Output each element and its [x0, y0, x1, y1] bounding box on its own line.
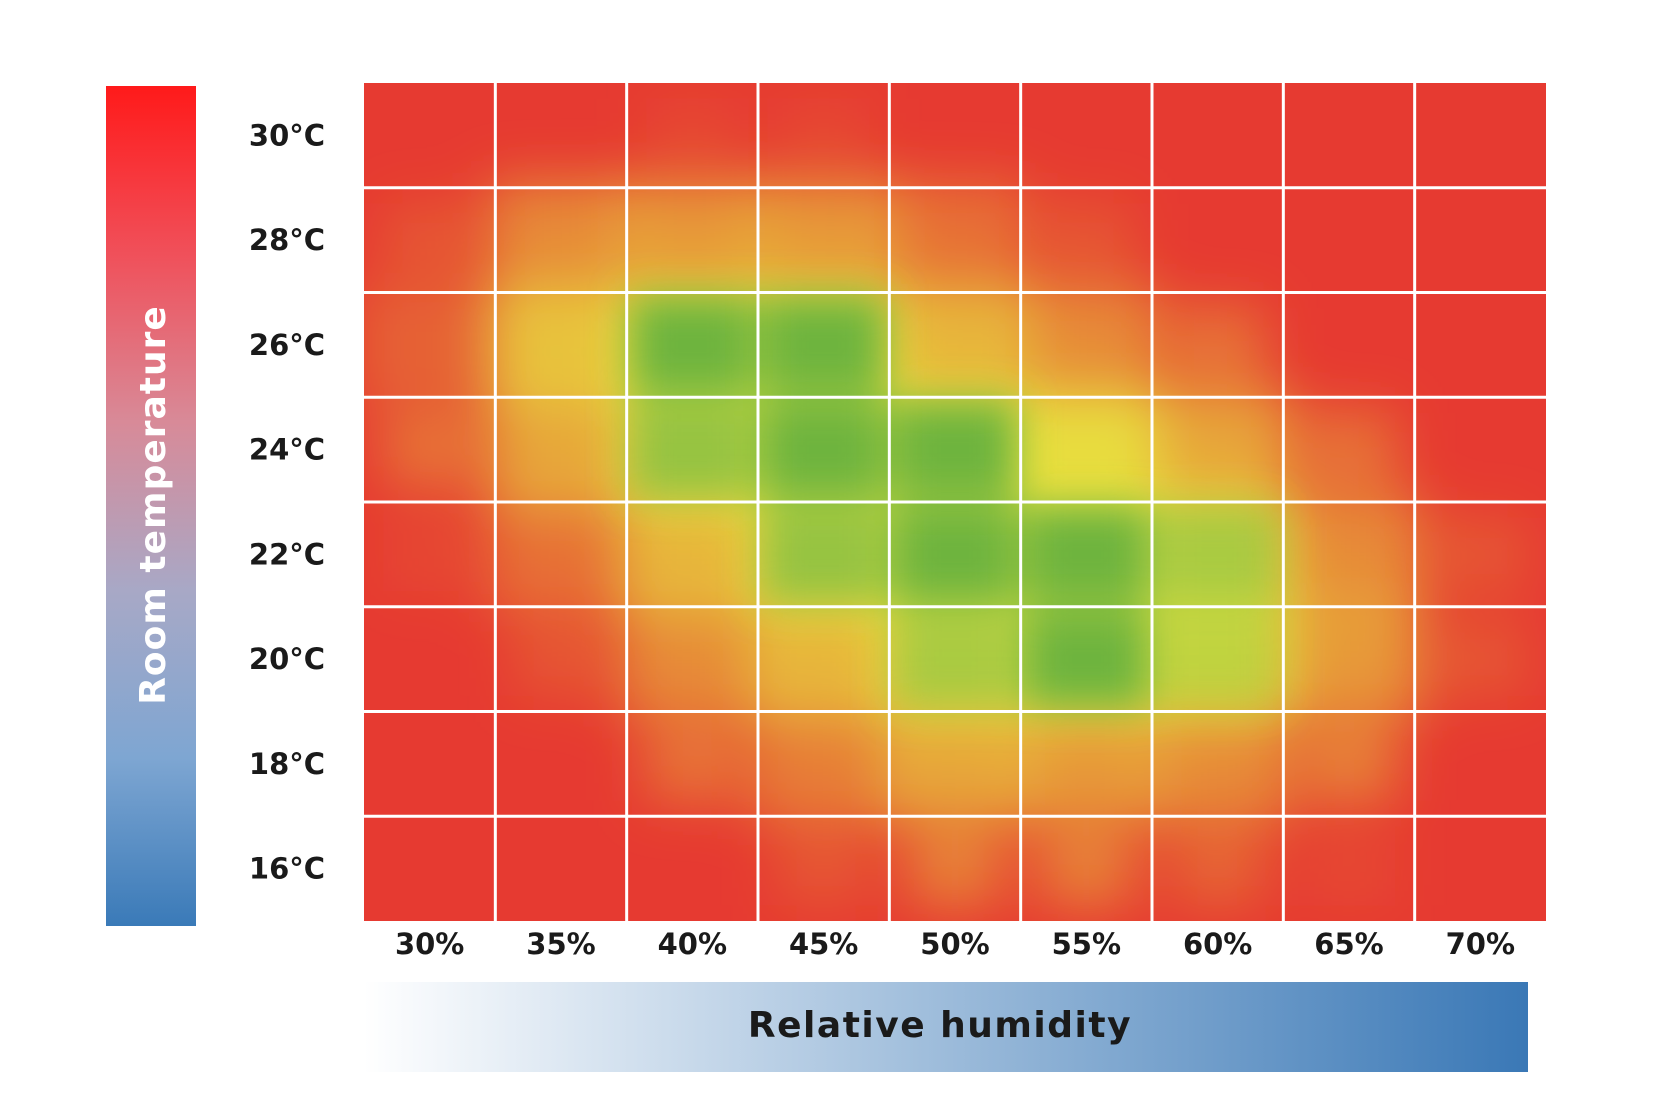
acceptable-zone-cell: [1040, 203, 1133, 277]
acceptable-zone-cell: [883, 286, 1027, 404]
acceptable-zone-cell: [646, 98, 739, 173]
acceptable-zone-cell: [489, 496, 633, 613]
y-tick-label: 16°C: [249, 852, 325, 886]
comfortable-zone-cell: [893, 401, 1017, 498]
acceptable-zone-cell: [364, 286, 502, 404]
acceptable-zone-cell: [489, 181, 633, 299]
x-tick-label: 55%: [1052, 927, 1121, 961]
acceptable-zone-cell: [620, 496, 764, 613]
x-tick-label: 40%: [658, 927, 727, 961]
comfortable-zone-cell: [762, 296, 886, 394]
y-tick-label: 18°C: [249, 747, 325, 781]
acceptable-zone-cell: [752, 181, 896, 299]
acceptable-zone-cell: [883, 181, 1027, 299]
heatmap-grid: [364, 83, 1546, 921]
acceptable-zone-cell: [777, 831, 870, 906]
acceptable-zone-cell: [1014, 391, 1158, 508]
acceptable-zone-cell: [1146, 391, 1290, 508]
acceptable-zone-cell: [883, 705, 1027, 823]
y-axis-gradient-bar: Room temperature: [106, 86, 196, 926]
x-axis-title: Relative humidity: [748, 1005, 1132, 1046]
x-gradient-bar-rect: [364, 982, 1528, 1072]
comfortable-zone-cell: [893, 506, 1017, 603]
comfortable-zone-cell: [1024, 610, 1148, 708]
acceptable-zone-cell: [1434, 622, 1527, 696]
acceptable-zone-cell: [909, 831, 1001, 906]
y-axis-tick-labels: 30°C 28°C 26°C 24°C 22°C 20°C 18°C 16°C: [249, 118, 325, 885]
x-tick-label: 50%: [920, 927, 989, 961]
acceptable-zone-cell: [1171, 831, 1264, 906]
acceptable-zone-cell: [383, 203, 476, 277]
x-tick-label: 30%: [395, 927, 464, 961]
comfortable-zone-cell: [630, 401, 754, 498]
comfortable-zone-cell: [1156, 610, 1280, 708]
x-tick-label: 70%: [1446, 927, 1515, 961]
acceptable-zone-cell: [1014, 705, 1158, 823]
y-tick-label: 30°C: [249, 118, 325, 152]
comfortable-zone-cell: [762, 506, 886, 603]
comfortable-zone: [630, 296, 1280, 708]
acceptable-zone-cell: [752, 600, 896, 718]
acceptable-zone-cell: [620, 181, 764, 299]
acceptable-zone-cell: [1040, 831, 1133, 906]
acceptable-zone-cell: [515, 622, 607, 696]
acceptable-zone-cell: [1303, 831, 1395, 906]
acceptable-zone-cell: [1303, 727, 1395, 801]
acceptable-zone-cell: [489, 391, 633, 508]
comfortable-zone-cell: [893, 610, 1017, 708]
acceptable-zone-cell: [1277, 600, 1421, 718]
y-tick-label: 22°C: [249, 537, 325, 571]
acceptable-zone-cell: [777, 98, 870, 173]
y-tick-label: 26°C: [249, 328, 325, 362]
acceptable-zone-cell: [383, 412, 476, 487]
x-axis-gradient-bar: Relative humidity: [364, 982, 1528, 1072]
y-tick-label: 20°C: [249, 642, 325, 676]
comfortable-zone-cell: [1156, 506, 1280, 603]
y-tick-label: 24°C: [249, 433, 325, 467]
comfortable-zone-cell: [630, 296, 754, 394]
acceptable-zone-cell: [752, 705, 896, 823]
acceptable-zone-cell: [1277, 496, 1421, 613]
x-axis-tick-labels: 30% 35% 40% 45% 50% 55% 60% 65% 70%: [395, 927, 1515, 961]
acceptable-zone-cell: [1014, 286, 1158, 404]
acceptable-zone-cell: [646, 727, 739, 801]
acceptable-zone-cell: [620, 600, 764, 718]
x-tick-label: 65%: [1314, 927, 1383, 961]
acceptable-zone-cell: [1146, 705, 1290, 823]
comfortable-zone-cell: [762, 401, 886, 498]
x-tick-label: 45%: [789, 927, 858, 961]
acceptable-zone-cell: [489, 286, 633, 404]
y-tick-label: 28°C: [249, 223, 325, 257]
comfortable-zone-cell: [1024, 506, 1148, 603]
acceptable-zone-cell: [1303, 412, 1395, 487]
acceptable-zone-cell: [383, 517, 476, 592]
x-tick-label: 35%: [526, 927, 595, 961]
acceptable-zone-cell: [1171, 308, 1264, 382]
y-gradient-bar-rect: [106, 86, 196, 926]
y-axis-title: Room temperature: [133, 305, 174, 705]
x-tick-label: 60%: [1183, 927, 1252, 961]
acceptable-zone-cell: [1434, 517, 1527, 592]
